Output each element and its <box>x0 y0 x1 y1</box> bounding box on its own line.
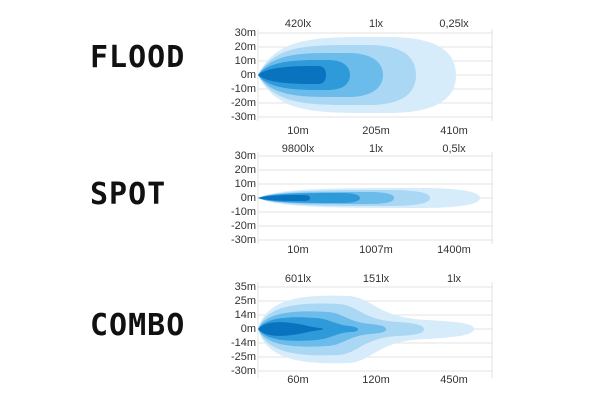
combo-bottom-label-3: 450m <box>440 374 468 386</box>
combo-y-label: 14m <box>234 309 256 321</box>
flood-bottom-label-1: 10m <box>287 125 309 137</box>
spot-top-label-3: 0,5lx <box>442 143 466 155</box>
flood-y-label: -10m <box>230 83 256 95</box>
combo-title: COMBO <box>90 308 186 343</box>
combo-top-label-3: 1lx <box>446 273 462 285</box>
flood-title: FLOOD <box>90 40 186 75</box>
flood-y-label: 30m <box>234 27 256 39</box>
flood-beam-diagram <box>257 29 493 121</box>
spot-y-label: 10m <box>234 178 256 190</box>
combo-y-label: 35m <box>234 281 256 293</box>
spot-panel: 9800lx 1lx 0,5lx 30m 20m 10m 0m -10m -20… <box>226 140 496 260</box>
flood-bottom-label-3: 410m <box>440 125 468 137</box>
combo-beam-zone-5 <box>258 322 323 336</box>
spot-beam-diagram <box>257 152 493 244</box>
spot-y-label: 30m <box>234 150 256 162</box>
spot-y-label: 0m <box>240 192 256 204</box>
combo-top-label-1: 601lx <box>284 273 312 285</box>
spot-bottom-label-3: 1400m <box>437 244 471 256</box>
spot-top-label-2: 1lx <box>368 143 384 155</box>
spot-title: SPOT <box>90 177 167 212</box>
spot-y-label: 20m <box>234 164 256 176</box>
flood-y-label: 10m <box>234 55 256 67</box>
flood-panel: 420lx 1lx 0,25lx 30m 20m 10m 0m -10m -20… <box>226 15 496 137</box>
combo-y-label: 25m <box>234 295 256 307</box>
flood-y-label: -30m <box>230 111 256 123</box>
spot-beam-zone-5 <box>258 195 310 201</box>
combo-y-label: -30m <box>230 365 256 377</box>
flood-top-label-1: 420lx <box>284 18 312 30</box>
flood-top-label-2: 1lx <box>368 18 384 30</box>
combo-top-label-2: 151lx <box>362 273 390 285</box>
combo-beam-diagram <box>257 282 493 378</box>
spot-y-label: -20m <box>230 220 256 232</box>
combo-panel: 601lx 151lx 1lx 35m 25m 14m 0m -14m -25m… <box>226 270 496 395</box>
combo-y-label: 0m <box>240 323 256 335</box>
spot-y-label: -10m <box>230 206 256 218</box>
flood-bottom-label-2: 205m <box>362 125 390 137</box>
flood-top-label-3: 0,25lx <box>439 18 469 30</box>
combo-bottom-label-2: 120m <box>362 374 390 386</box>
spot-bottom-label-2: 1007m <box>359 244 393 256</box>
flood-y-label: 0m <box>240 69 256 81</box>
combo-y-label: -25m <box>230 351 256 363</box>
flood-y-label: 20m <box>234 41 256 53</box>
combo-y-label: -14m <box>230 337 256 349</box>
spot-top-label-1: 9800lx <box>281 143 315 155</box>
combo-bottom-label-1: 60m <box>287 374 309 386</box>
spot-y-label: -30m <box>230 234 256 246</box>
spot-bottom-label-1: 10m <box>287 244 309 256</box>
flood-beam-zone-5 <box>258 66 326 84</box>
flood-y-label: -20m <box>230 97 256 109</box>
